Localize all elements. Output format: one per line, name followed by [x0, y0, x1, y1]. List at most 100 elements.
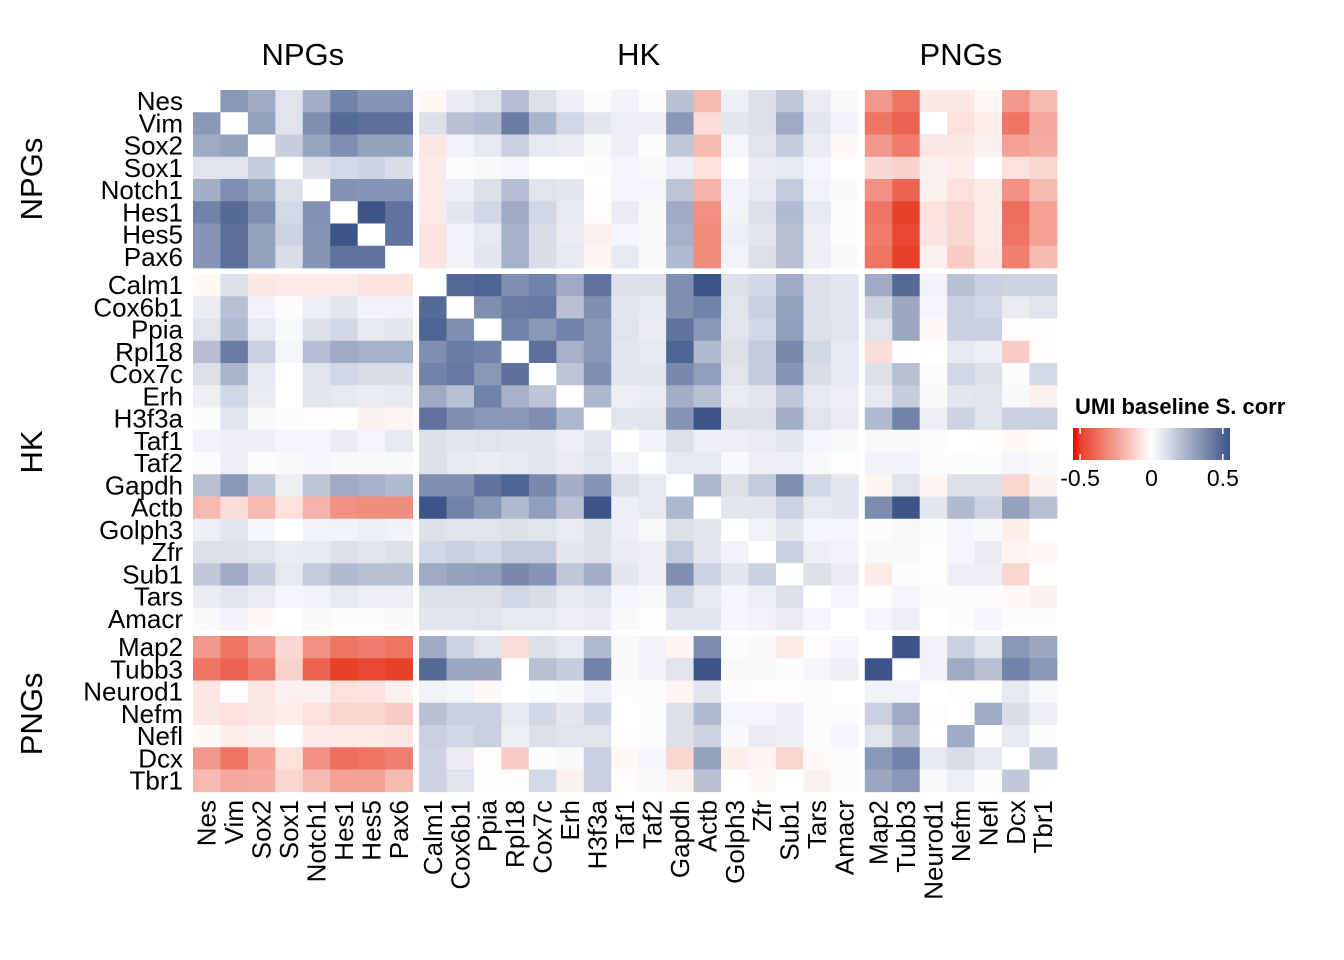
heatmap-cell-Hes1-Cox7c [528, 201, 557, 224]
heatmap-cell-Cox6b1-Map2 [864, 296, 893, 319]
heatmap-cell-Notch1-Cox6b1 [446, 179, 475, 202]
heatmap-cell-Ppia-Nefl [974, 318, 1003, 342]
heatmap-cell-Rpl18-Nefl [974, 340, 1003, 364]
heatmap-cell-Nefm-Map2 [864, 702, 893, 726]
heatmap-cell-Sox1-Tbr1 [1029, 156, 1058, 180]
heatmap-cell-Sub1-Nes [193, 563, 221, 586]
heatmap-cell-Sox1-Cox7c [528, 156, 557, 180]
heatmap-cell-H3f3a-Map2 [864, 407, 893, 431]
heatmap-cell-Nes-Cox6b1 [446, 90, 475, 113]
heatmap-cell-Taf2-Rpl18 [501, 452, 530, 475]
heatmap-cell-Tbr1-Sub1 [775, 769, 804, 793]
heatmap-cell-Golph3-Rpl18 [501, 518, 530, 542]
heatmap-cell-Dcx-Taf2 [638, 747, 667, 770]
heatmap-cell-Ppia-Ppia [474, 318, 502, 342]
heatmap-cell-Sox2-Ppia [474, 134, 502, 158]
heatmap-cell-Sub1-Sox2 [247, 563, 276, 586]
heatmap-cell-Cox6b1-Tbr1 [1029, 296, 1058, 319]
heatmap-cell-Golph3-Gapdh [666, 518, 694, 542]
heatmap-cell-Sox1-Sox1 [275, 156, 304, 180]
heatmap-cell-Hes1-Zfr [748, 201, 777, 224]
heatmap-cell-Ppia-Dcx [1002, 318, 1030, 342]
heatmap-cell-Pax6-Sox1 [275, 245, 304, 269]
heatmap-cell-Vim-Taf1 [611, 112, 640, 135]
heatmap-cell-Ppia-Hes5 [357, 318, 386, 342]
heatmap-cell-Hes1-Cox6b1 [446, 201, 475, 224]
heatmap-cell-Pax6-Tbr1 [1029, 245, 1058, 269]
heatmap-cell-Tubb3-Nes [193, 658, 221, 681]
heatmap-cell-Hes5-Actb [693, 223, 722, 247]
heatmap-cell-Taf2-Nes [193, 452, 221, 475]
heatmap-cell-Neurod1-H3f3a [583, 680, 612, 704]
heatmap-cell-Map2-Vim [220, 636, 249, 659]
column-label: Dcx [1001, 800, 1031, 845]
heatmap-cell-Map2-H3f3a [583, 636, 612, 659]
heatmap-cell-Golph3-Tars [803, 518, 832, 542]
heatmap-cell-Taf2-Gapdh [666, 452, 694, 475]
heatmap-cell-Nes-Taf1 [611, 90, 640, 113]
heatmap-cell-Tbr1-Tbr1 [1029, 769, 1058, 793]
heatmap-cell-Cox7c-Nes [193, 363, 221, 386]
heatmap-cell-Notch1-Taf1 [611, 179, 640, 202]
heatmap-cell-Hes1-Map2 [864, 201, 893, 224]
heatmap-cell-Calm1-Rpl18 [501, 274, 530, 297]
heatmap-cell-Actb-Map2 [864, 496, 893, 520]
heatmap-cell-Zfr-Nefl [974, 541, 1003, 564]
heatmap-cell-Pax6-Dcx [1002, 245, 1030, 269]
column-label: Cox6b1 [445, 800, 475, 890]
column-label: Hes1 [329, 800, 359, 861]
heatmap-cell-Sub1-Zfr [748, 563, 777, 586]
heatmap-cell-Amacr-Tars [803, 607, 832, 631]
column-label: Nefl [973, 800, 1003, 846]
heatmap-cell-Hes5-Zfr [748, 223, 777, 247]
heatmap-cell-Actb-Nefl [974, 496, 1003, 520]
heatmap-cell-Notch1-Gapdh [666, 179, 694, 202]
heatmap-cell-Pax6-Nefm [947, 245, 975, 269]
heatmap-cell-Rpl18-Map2 [864, 340, 893, 364]
heatmap-cell-Sox1-Gapdh [666, 156, 694, 180]
heatmap-cell-Map2-Gapdh [666, 636, 694, 659]
heatmap-cell-Vim-Tars [803, 112, 832, 135]
heatmap-cell-Nefl-Hes5 [357, 725, 386, 748]
heatmap-cell-Tbr1-Nefl [974, 769, 1003, 793]
heatmap-cell-Taf2-Calm1 [419, 452, 447, 475]
heatmap-cell-Nefm-Golph3 [721, 702, 749, 726]
heatmap-cell-Cox6b1-Amacr [830, 296, 859, 319]
heatmap-cell-Sub1-Tbr1 [1029, 563, 1058, 586]
heatmap-cell-Sox2-Neurod1 [919, 134, 948, 158]
heatmap-cell-Actb-Nes [193, 496, 221, 520]
heatmap-cell-Dcx-Calm1 [419, 747, 447, 770]
heatmap-cell-Sox2-Rpl18 [501, 134, 530, 158]
row-label: Ppia [131, 315, 184, 345]
legend-tick-label: -0.5 [1060, 465, 1100, 491]
column-label: Sox1 [274, 800, 304, 859]
heatmap-cell-Sox2-Amacr [830, 134, 859, 158]
row-label: Nes [137, 86, 183, 116]
heatmap-cell-Tars-Notch1 [302, 585, 331, 609]
heatmap-cell-Neurod1-Golph3 [721, 680, 749, 704]
heatmap-cell-Actb-Vim [220, 496, 249, 520]
row-label: Cox6b1 [93, 292, 183, 322]
heatmap-cell-Sox2-Cox7c [528, 134, 557, 158]
heatmap-cell-Gapdh-Notch1 [302, 474, 331, 497]
heatmap-cell-Rpl18-Erh [556, 340, 585, 364]
heatmap-cell-Sox1-Vim [220, 156, 249, 180]
heatmap-cell-Sub1-Hes5 [357, 563, 386, 586]
heatmap-cell-Tars-Nefl [974, 585, 1003, 609]
heatmap-cell-Nefl-Tubb3 [892, 725, 921, 748]
heatmap-cell-Hes1-Golph3 [721, 201, 749, 224]
heatmap-cell-Erh-Nefm [947, 385, 975, 408]
heatmap-cell-Sox1-Tars [803, 156, 832, 180]
heatmap-cell-Gapdh-Gapdh [666, 474, 694, 497]
heatmap-cell-Cox6b1-Zfr [748, 296, 777, 319]
heatmap-cell-Nes-Erh [556, 90, 585, 113]
heatmap-cell-Taf2-Taf2 [638, 452, 667, 475]
column-label: Calm1 [418, 800, 448, 875]
heatmap-cell-Nes-Nefl [974, 90, 1003, 113]
heatmap-cell-Cox7c-Nefl [974, 363, 1003, 386]
row-label: Zfr [151, 537, 183, 567]
heatmap-cell-Amacr-Golph3 [721, 607, 749, 631]
heatmap-cell-Hes1-Rpl18 [501, 201, 530, 224]
heatmap-cell-Tars-Taf1 [611, 585, 640, 609]
heatmap-cell-Pax6-Sub1 [775, 245, 804, 269]
